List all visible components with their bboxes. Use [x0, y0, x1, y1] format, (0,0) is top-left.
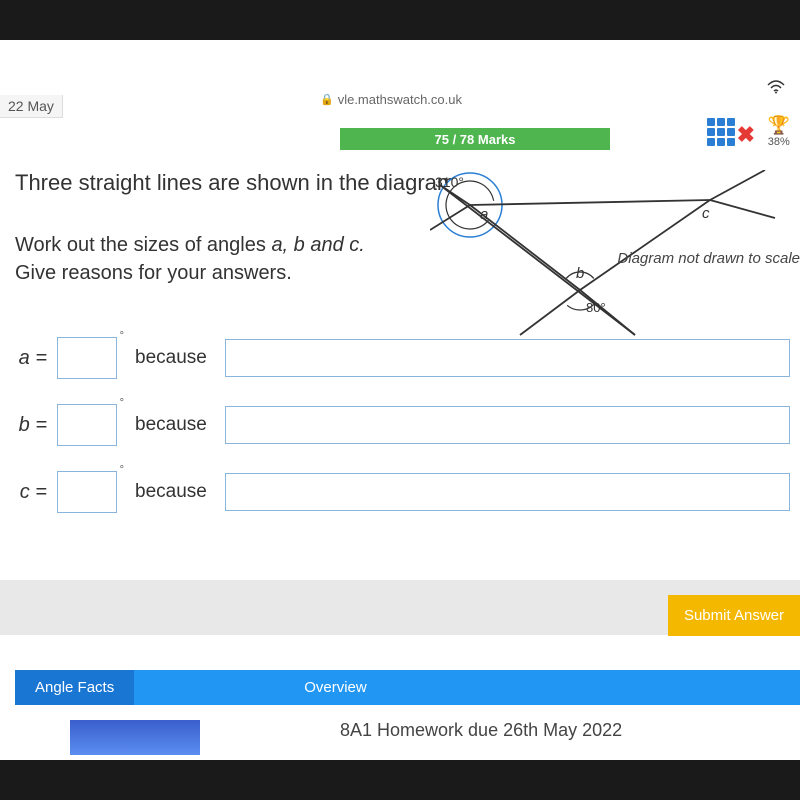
submit-answer-button[interactable]: Submit Answer — [668, 595, 800, 636]
date-label: 22 May — [0, 95, 63, 118]
answer-row: c = ° because — [15, 471, 800, 513]
trophy-icon: 🏆 — [768, 115, 790, 136]
angle-value-input[interactable]: ° — [57, 404, 117, 446]
lock-icon: 🔒 — [320, 93, 334, 106]
diagram-scale-note: Diagram not drawn to scale — [617, 250, 800, 267]
answer-row: b = ° because — [15, 404, 800, 446]
video-thumbnail[interactable] — [70, 720, 200, 755]
angle-value-input[interactable]: ° — [57, 471, 117, 513]
because-label: because — [135, 414, 207, 436]
svg-text:310°: 310° — [435, 174, 464, 190]
reason-input[interactable] — [225, 406, 790, 444]
progress-bar: 75 / 78 Marks — [340, 128, 610, 150]
close-icon[interactable]: ✖ — [737, 122, 755, 148]
topic-tab[interactable]: Angle Facts — [15, 670, 134, 705]
bottom-nav: Angle Facts Overview — [15, 670, 800, 705]
variable-label: c = — [15, 481, 47, 504]
url-text: vle.mathswatch.co.uk — [338, 92, 462, 107]
wifi-icon — [767, 80, 785, 97]
because-label: because — [135, 347, 207, 369]
because-label: because — [135, 481, 207, 503]
svg-text:b: b — [576, 265, 584, 282]
angle-value-input[interactable]: ° — [57, 337, 117, 379]
reason-input[interactable] — [225, 339, 790, 377]
reason-input[interactable] — [225, 473, 790, 511]
answer-row: a = ° because — [15, 337, 800, 379]
svg-text:80°: 80° — [586, 300, 606, 315]
homework-due-text: 8A1 Homework due 26th May 2022 — [340, 720, 622, 741]
svg-text:c: c — [702, 205, 710, 222]
svg-text:a: a — [480, 206, 488, 223]
apps-grid-icon[interactable] — [707, 118, 735, 146]
variable-label: a = — [15, 347, 47, 370]
variable-label: b = — [15, 414, 47, 437]
overview-tab[interactable]: Overview — [284, 670, 387, 705]
trophy-percent: 38% — [768, 136, 790, 148]
url-bar: 🔒 vle.mathswatch.co.uk — [320, 92, 462, 107]
geometry-diagram: 310° a b 80° c Diagram not drawn to scale — [430, 170, 800, 340]
trophy-badge: 🏆 38% — [768, 115, 790, 148]
